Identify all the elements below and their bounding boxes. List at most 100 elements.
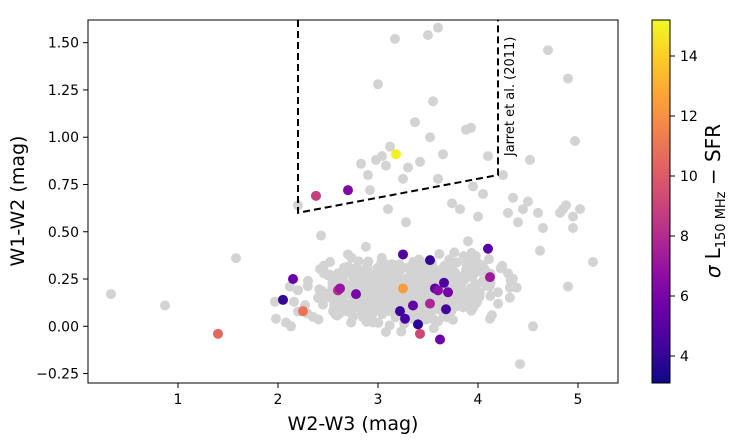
colored-point [415, 328, 425, 339]
background-point [377, 151, 387, 162]
background-point [523, 196, 533, 207]
colored-point [413, 319, 423, 330]
cluster-point [318, 260, 329, 271]
cluster-point [485, 290, 496, 301]
cluster-point [415, 256, 426, 267]
colorbar-label-sigma: σ [701, 264, 725, 278]
background-point [293, 285, 303, 296]
colored-point [395, 306, 405, 317]
cluster-point [406, 286, 417, 297]
x-tick-label: 4 [474, 392, 483, 408]
colored-point [278, 294, 288, 305]
background-point [398, 173, 408, 184]
background-point [270, 296, 280, 307]
background-point [286, 321, 296, 332]
colored-point [441, 304, 451, 315]
background-point [575, 204, 585, 215]
y-tick-label: 0.00 [48, 319, 79, 335]
cluster-point [372, 264, 383, 275]
jarrett-wedge [297, 20, 499, 215]
background-points [106, 22, 598, 370]
colored-point [213, 328, 223, 339]
cluster-point [486, 310, 497, 321]
cluster-point [326, 293, 337, 304]
background-point [433, 173, 443, 184]
colorbar-tick-label: 4 [680, 349, 689, 365]
colored-point [288, 274, 298, 285]
background-point [106, 289, 116, 300]
wedge-boundary [297, 20, 499, 215]
colored-point [400, 313, 410, 324]
colored-point [343, 185, 353, 196]
cluster-point [361, 316, 372, 327]
background-point [433, 22, 443, 33]
x-axis-label: W2-W3 (mag) [288, 413, 419, 435]
cluster-point [446, 265, 457, 276]
colored-point [425, 298, 435, 309]
background-point [483, 151, 493, 162]
background-point [423, 30, 433, 41]
cluster-point [354, 265, 365, 276]
cluster-point [484, 281, 495, 292]
colorbar-tick-label: 12 [680, 109, 698, 125]
background-point [390, 33, 400, 44]
colorbar-label-l: L [701, 247, 725, 259]
background-point [373, 79, 383, 90]
cluster-point [416, 266, 427, 277]
cluster-point [363, 295, 374, 306]
cluster-point [426, 273, 437, 284]
cluster-point [384, 320, 395, 331]
y-tick-label: 1.25 [48, 83, 79, 99]
background-point [533, 207, 543, 218]
background-point [570, 136, 580, 146]
colored-point [408, 300, 418, 311]
colored-point [398, 283, 408, 294]
background-point [561, 200, 571, 211]
cluster-point [483, 254, 494, 265]
x-tick-label: 1 [174, 392, 183, 408]
background-point [563, 73, 573, 84]
background-point [447, 198, 457, 209]
colorbar-label-rest: − SFR [701, 124, 725, 192]
cluster-point [349, 275, 360, 286]
cluster-point [504, 282, 515, 293]
background-point [455, 204, 465, 215]
cluster-point [302, 281, 313, 292]
cluster-point [317, 299, 328, 310]
cluster-point [449, 247, 460, 258]
background-point [493, 287, 503, 298]
background-point [410, 117, 420, 128]
background-point [535, 245, 545, 256]
y-tick-label: 0.25 [48, 272, 79, 288]
colored-point [398, 249, 408, 260]
cluster-point [507, 273, 518, 284]
background-point [513, 217, 523, 228]
cluster-point [341, 268, 352, 279]
colored-point [435, 334, 445, 345]
colored-point [311, 190, 321, 201]
background-point [466, 122, 476, 133]
y-tick-label: −0.25 [36, 367, 79, 383]
cluster-point [497, 260, 508, 271]
colorbar-tick-label: 14 [680, 49, 698, 65]
background-point [381, 160, 391, 171]
cluster-point [396, 326, 407, 337]
background-point [468, 181, 478, 192]
background-point [289, 296, 299, 307]
colorbar-tick-label: 10 [680, 169, 698, 185]
background-point [415, 156, 425, 167]
background-point [316, 230, 326, 241]
colored-point [391, 149, 401, 160]
background-point [498, 170, 508, 181]
background-point [463, 236, 473, 247]
cluster-point [427, 263, 438, 274]
cluster-point [458, 251, 469, 262]
cluster-point [380, 274, 391, 285]
background-point [503, 207, 513, 218]
cluster-point [374, 290, 385, 301]
x-tick-label: 2 [274, 392, 283, 408]
colored-point [425, 255, 435, 266]
colorbar-label-subscript: 150 MHz [714, 191, 729, 248]
background-point [365, 185, 375, 196]
background-point [425, 132, 435, 143]
